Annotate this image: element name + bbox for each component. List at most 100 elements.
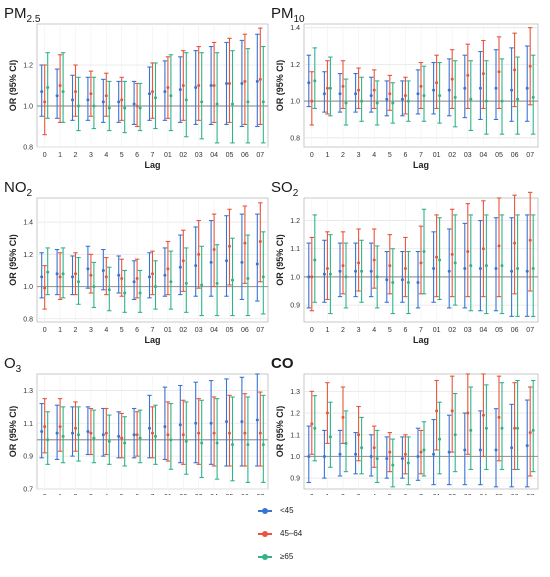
point-estimate (432, 452, 436, 456)
point-estimate (354, 452, 358, 456)
point-estimate (341, 264, 345, 268)
point-estimate (184, 281, 188, 285)
y-tick-label: 1.1 (290, 432, 300, 439)
point-estimate (400, 457, 404, 461)
point-estimate (231, 102, 234, 106)
x-tick-label: 2 (74, 327, 78, 334)
point-estimate (513, 241, 517, 245)
point-estimate (120, 98, 124, 102)
point-estimate (322, 272, 326, 276)
point-estimate (360, 99, 364, 103)
x-tick-label: 1 (58, 327, 62, 334)
y-axis-label: OR (95% CI) (8, 234, 18, 286)
x-tick-label: 01 (164, 494, 172, 495)
point-estimate (77, 104, 80, 108)
x-tick-label: 5 (120, 494, 124, 495)
x-tick-label: 06 (511, 327, 519, 334)
y-tick-label: 1.0 (290, 274, 300, 281)
point-estimate (246, 100, 250, 104)
point-estimate (531, 266, 535, 270)
x-tick-label: 7 (419, 152, 423, 159)
y-axis-label: OR (95% CI) (275, 60, 285, 112)
point-estimate (385, 457, 389, 461)
y-tick-label: 1.3 (290, 389, 300, 396)
point-estimate (101, 268, 105, 272)
point-estimate (416, 454, 420, 458)
point-estimate (450, 77, 454, 81)
point-estimate (513, 426, 517, 430)
point-estimate (435, 255, 439, 259)
point-estimate (481, 247, 485, 251)
panel-title: PM2.5 (4, 5, 41, 25)
x-tick-label: 0 (310, 327, 314, 334)
point-estimate (86, 267, 90, 271)
x-tick-label: 03 (195, 494, 203, 495)
x-tick-label: 3 (89, 494, 93, 495)
y-tick-label: 0.8 (290, 135, 300, 142)
point-estimate (469, 428, 473, 432)
point-estimate (151, 431, 154, 435)
x-tick-label: 7 (151, 494, 155, 495)
point-estimate (255, 418, 259, 422)
y-tick-label: 0.9 (290, 303, 300, 310)
point-estimate (212, 84, 216, 87)
point-estimate (89, 431, 93, 435)
panel-title: PM10 (271, 5, 305, 25)
x-tick-label: 6 (135, 152, 139, 159)
x-tick-label: 01 (433, 152, 441, 159)
point-estimate (169, 280, 173, 284)
x-tick-label: 4 (104, 152, 108, 159)
point-estimate (310, 422, 314, 426)
x-tick-label: 4 (372, 152, 376, 159)
point-estimate (228, 81, 231, 85)
y-tick-label: 0.9 (23, 454, 33, 461)
y-tick-label: 1.2 (290, 62, 300, 69)
point-estimate (255, 262, 259, 266)
x-tick-label: 05 (495, 494, 503, 495)
point-estimate (513, 68, 517, 72)
x-tick-label: 07 (526, 327, 534, 334)
point-estimate (528, 64, 532, 68)
point-estimate (261, 275, 265, 279)
point-estimate (132, 433, 136, 437)
x-tick-label: 0 (43, 327, 47, 334)
x-tick-label: 04 (480, 152, 488, 159)
point-estimate (123, 291, 127, 295)
point-estimate (166, 267, 170, 271)
legend-item-65-plus: ≥65 (258, 545, 302, 568)
point-estimate (525, 86, 529, 90)
point-estimate (469, 264, 473, 268)
point-estimate (391, 463, 395, 467)
x-tick-label: 6 (403, 152, 407, 159)
point-estimate (120, 436, 124, 440)
point-estimate (432, 88, 436, 92)
point-estimate (388, 264, 392, 268)
y-axis-label: OR (95% CI) (8, 406, 18, 458)
point-estimate (163, 425, 167, 429)
x-tick-label: 5 (388, 494, 392, 495)
point-estimate (246, 443, 250, 447)
point-estimate (372, 446, 376, 450)
point-estimate (369, 94, 373, 98)
x-tick-label: 3 (89, 152, 93, 159)
x-tick-label: 05 (226, 152, 234, 159)
point-estimate (200, 100, 204, 104)
point-estimate (500, 426, 504, 430)
point-estimate (61, 272, 65, 276)
point-estimate (447, 450, 451, 454)
x-tick-label: 3 (89, 327, 93, 334)
x-tick-label: 2 (341, 494, 345, 495)
point-estimate (181, 259, 185, 263)
legend-swatch-red (258, 529, 272, 539)
x-tick-label: 7 (151, 327, 155, 334)
point-estimate (516, 426, 520, 430)
x-tick-label: 1 (325, 327, 329, 334)
point-estimate (58, 275, 62, 279)
point-estimate (325, 86, 329, 90)
x-tick-label: 02 (179, 152, 187, 159)
x-tick-label: 0 (43, 494, 47, 495)
point-estimate (531, 95, 535, 99)
point-estimate (447, 88, 451, 92)
point-estimate (184, 439, 188, 443)
